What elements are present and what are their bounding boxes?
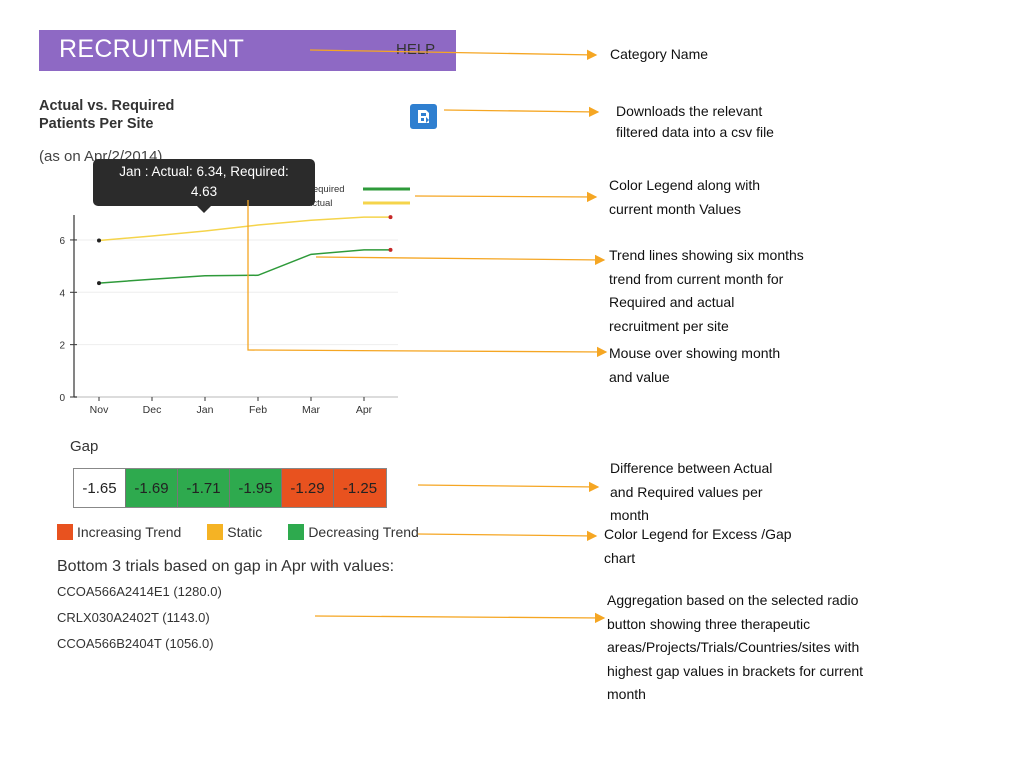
note-gap-legend: Color Legend for Excess /Gap chart bbox=[604, 523, 792, 570]
note-line: Required and actual bbox=[609, 294, 735, 310]
note-download: Downloads the relevant filtered data int… bbox=[616, 101, 774, 143]
legend-series-name: Required bbox=[306, 184, 345, 195]
x-tick-label: Mar bbox=[302, 404, 321, 416]
gap-cell: -1.95 bbox=[230, 469, 282, 507]
arrow-gap bbox=[417, 481, 600, 493]
trial-item: CCOA566A2414E1 (1280.0) bbox=[57, 584, 222, 599]
arrow-aggregation bbox=[314, 612, 606, 624]
download-csv-button[interactable] bbox=[410, 104, 437, 129]
note-line: and value bbox=[609, 368, 670, 385]
note-legend: Color Legend along with current month Va… bbox=[609, 174, 760, 221]
chart-title: Actual vs. Required Patients Per Site bbox=[39, 97, 174, 133]
x-tick-label: Nov bbox=[90, 404, 109, 416]
chart-title-line1: Actual vs. Required bbox=[39, 98, 175, 114]
arrow-download bbox=[443, 106, 600, 118]
chart-title-line2: Patients Per Site bbox=[39, 116, 154, 132]
bottom-trials-list: CCOA566A2414E1 (1280.0) CRLX030A2402T (1… bbox=[57, 583, 222, 661]
gap-title: Gap bbox=[70, 438, 99, 455]
legend-decreasing: Decreasing Trend bbox=[288, 524, 419, 540]
csv-download-icon bbox=[418, 110, 429, 123]
note-line: Category Name bbox=[610, 46, 709, 62]
increasing-swatch bbox=[57, 524, 73, 540]
gap-table: -1.65 -1.69 -1.71 -1.95 -1.29 -1.25 bbox=[73, 468, 387, 508]
trial-item: CRLX030A2402T (1143.0) bbox=[57, 610, 210, 625]
series-start-point bbox=[97, 281, 101, 286]
note-line: month bbox=[607, 686, 646, 702]
legend-decreasing-label: Decreasing Trend bbox=[308, 524, 419, 540]
help-link[interactable]: HELP bbox=[396, 41, 436, 58]
x-tick-label: Dec bbox=[143, 404, 162, 416]
note-line: Color Legend for Excess /Gap bbox=[604, 526, 792, 542]
x-tick-label: Apr bbox=[356, 404, 373, 416]
static-swatch bbox=[207, 524, 224, 540]
note-line: Trend lines showing six months bbox=[609, 247, 804, 263]
legend-increasing: Increasing Trend bbox=[57, 524, 181, 540]
decreasing-swatch bbox=[288, 524, 305, 540]
x-tick-label: Jan bbox=[197, 404, 214, 416]
note-category: Category Name bbox=[610, 43, 708, 67]
tooltip-line2: 4.63 bbox=[190, 184, 218, 199]
note-trend: Trend lines showing six months trend fro… bbox=[609, 244, 804, 338]
series-start-point bbox=[97, 238, 101, 243]
note-mouseover: Mouse over showing month and value bbox=[609, 342, 780, 389]
legend-increasing-label: Increasing Trend bbox=[77, 524, 182, 540]
note-line: Downloads the relevant bbox=[616, 103, 763, 119]
gap-cell: -1.25 bbox=[334, 469, 386, 507]
gap-cell: -1.71 bbox=[178, 469, 230, 507]
note-line: month bbox=[610, 507, 649, 523]
trend-color-legend: Increasing Trend Static Decreasing Trend bbox=[57, 524, 445, 540]
note-line: Difference between Actual bbox=[610, 460, 773, 476]
series-line-actual bbox=[98, 216, 391, 242]
note-line: filtered data into a csv file bbox=[616, 124, 774, 140]
legend-static-label: Static bbox=[227, 524, 263, 540]
legend-static: Static bbox=[207, 524, 262, 540]
category-header: RECRUITMENT HELP bbox=[39, 30, 456, 71]
category-title: RECRUITMENT bbox=[59, 35, 245, 63]
note-aggregation: Aggregation based on the selected radio … bbox=[607, 589, 863, 707]
note-line: and Required values per bbox=[610, 483, 763, 500]
y-tick-label: 6 bbox=[59, 236, 65, 247]
x-tick-label: Feb bbox=[249, 404, 267, 416]
note-line: current month Values bbox=[609, 200, 742, 217]
gap-cell: -1.29 bbox=[282, 469, 334, 507]
hover-tooltip: Jan : Actual: 6.34, Required: 4.63 bbox=[93, 159, 315, 213]
tooltip-line1: Jan : Actual: 6.34, Required: bbox=[119, 164, 289, 179]
y-tick-label: 0 bbox=[59, 393, 65, 404]
trial-item: CCOA566B2404T (1056.0) bbox=[57, 636, 214, 651]
note-difference: Difference between Actual and Required v… bbox=[610, 457, 772, 528]
arrow-legend bbox=[414, 191, 598, 203]
note-line: highest gap values in brackets for curre… bbox=[607, 662, 864, 679]
note-line: trend from current month for bbox=[609, 270, 784, 287]
note-line: Mouse over showing month bbox=[609, 345, 781, 361]
y-tick-label: 4 bbox=[59, 288, 65, 299]
note-line: chart bbox=[604, 549, 636, 566]
note-line: Color Legend along with bbox=[609, 177, 760, 193]
note-line: Aggregation based on the selected radio bbox=[607, 592, 859, 608]
bottom-trials-title: Bottom 3 trials based on gap in Apr with… bbox=[57, 558, 395, 575]
note-line: recruitment per site bbox=[609, 317, 729, 334]
y-tick-label: 2 bbox=[59, 341, 65, 352]
series-line-required bbox=[98, 249, 391, 284]
gap-cell: -1.69 bbox=[126, 469, 178, 507]
gap-cell: -1.65 bbox=[74, 469, 126, 507]
series-end-point bbox=[388, 247, 393, 252]
note-line: button showing three therapeutic bbox=[607, 615, 811, 632]
series-end-point bbox=[388, 215, 393, 220]
note-line: areas/Projects/Trials/Countries/sites wi… bbox=[607, 639, 860, 655]
